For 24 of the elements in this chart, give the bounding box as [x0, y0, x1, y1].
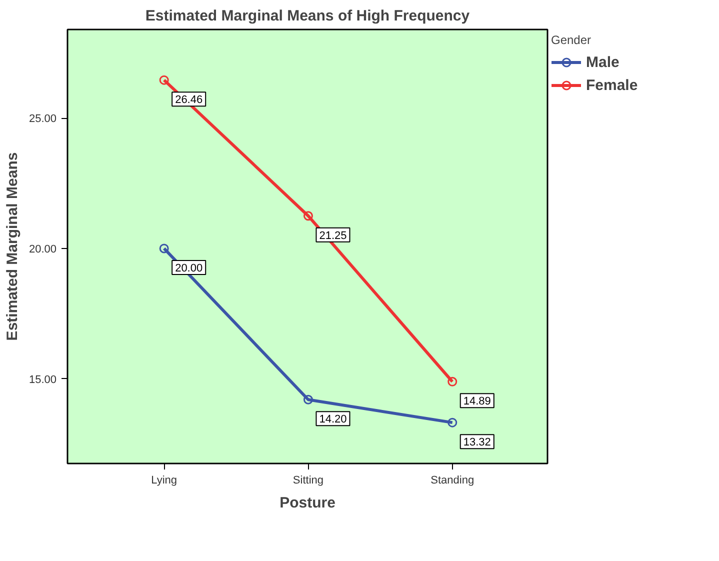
y-axis-title: Estimated Marginal Means — [4, 152, 21, 341]
x-tick-label: Sitting — [292, 474, 324, 486]
point — [448, 376, 458, 386]
point — [303, 394, 313, 404]
point — [159, 244, 169, 254]
point — [448, 418, 458, 428]
data-label: 14.20 — [319, 414, 347, 426]
point — [159, 75, 169, 85]
chart-title: Estimated Marginal Means of High Frequency — [145, 8, 470, 24]
x-tick-label: Lying — [151, 474, 178, 486]
data-label: 20.00 — [175, 262, 203, 274]
legend-title: Gender — [551, 33, 592, 47]
y-tick-label: 25.00 — [28, 113, 57, 126]
point — [303, 211, 313, 221]
y-tick-label: 15.00 — [28, 374, 57, 386]
data-label: 26.46 — [175, 94, 203, 106]
data-label: 13.32 — [463, 436, 491, 449]
x-axis-title: Posture — [280, 494, 336, 512]
legend-label: Male — [586, 54, 620, 70]
x-tick-label: Standing — [430, 474, 474, 486]
legend-label: Female — [586, 76, 638, 94]
y-tick-label: 20.00 — [28, 243, 57, 256]
data-label: 14.89 — [463, 396, 491, 408]
data-label: 21.25 — [319, 230, 347, 242]
